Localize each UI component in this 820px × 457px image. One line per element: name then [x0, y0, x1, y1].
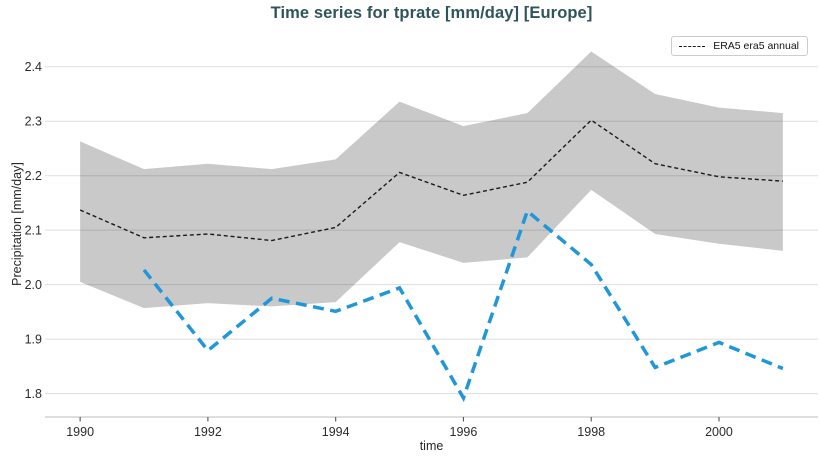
y-tick-label: 1.8 [25, 387, 42, 401]
x-tick-label: 1992 [194, 425, 222, 439]
x-tick-label: 1996 [450, 425, 478, 439]
x-tick-label: 1994 [322, 425, 350, 439]
dashed-line-icon [679, 45, 706, 47]
y-tick-label: 2.2 [25, 169, 42, 183]
y-tick-label: 2.4 [25, 60, 42, 74]
y-tick-label: 1.9 [25, 332, 42, 346]
series-line-blue-annual-series [142, 208, 784, 403]
x-tick-label: 2000 [705, 425, 733, 439]
legend: ERA5 era5 annual [671, 36, 808, 56]
x-tick-label: 1990 [66, 425, 94, 439]
uncertainty-band [80, 51, 783, 309]
x-tick-label: 1998 [577, 425, 605, 439]
y-tick-label: 2.1 [25, 223, 42, 237]
y-axis-label: Precipitation [mm/day] [10, 162, 24, 286]
series-line-era5-annual-mean [79, 119, 783, 242]
x-axis-label: time [419, 439, 444, 453]
chart-title: Time series for tprate [mm/day] [Europe] [270, 4, 593, 22]
legend-label: ERA5 era5 annual [713, 40, 799, 52]
y-tick-label: 2.0 [25, 278, 42, 292]
y-tick-label: 2.3 [25, 115, 42, 129]
